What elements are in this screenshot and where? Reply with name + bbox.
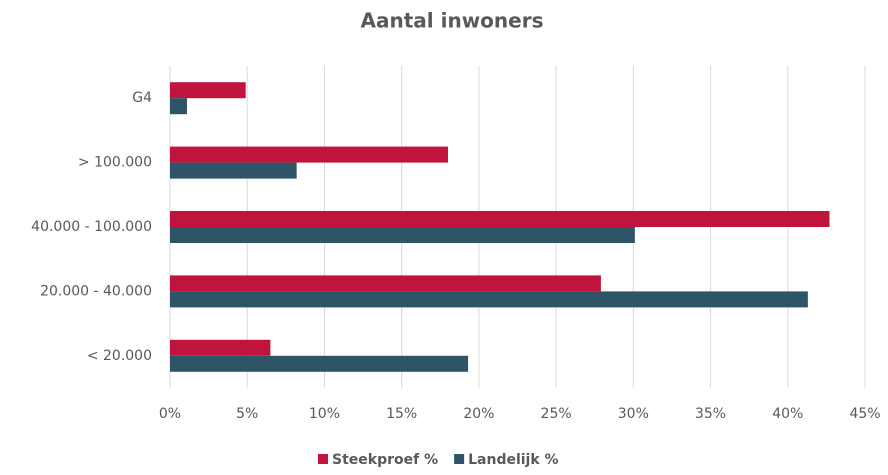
bar <box>170 82 246 99</box>
bar <box>170 162 297 179</box>
y-tick-label: G4 <box>132 90 152 106</box>
legend-label: Steekproef % <box>332 452 438 468</box>
bar <box>170 291 808 308</box>
x-tick-label: 35% <box>695 406 726 422</box>
x-tick-label: 15% <box>386 406 417 422</box>
x-tick-label: 25% <box>541 406 572 422</box>
x-tick-label: 40% <box>772 406 803 422</box>
y-tick-label: 40.000 - 100.000 <box>31 219 152 235</box>
bar <box>170 355 469 372</box>
x-tick-label: 30% <box>618 406 649 422</box>
bar <box>170 339 271 356</box>
bar <box>170 98 187 115</box>
chart-title: Aantal inwoners <box>361 9 544 33</box>
bar <box>170 227 635 243</box>
bar <box>170 146 448 163</box>
bar <box>170 211 830 227</box>
x-tick-label: 20% <box>463 406 494 422</box>
legend-swatch <box>318 454 328 464</box>
x-tick-label: 5% <box>236 406 258 422</box>
x-tick-label: 45% <box>849 406 880 422</box>
legend-label: Landelijk % <box>468 452 558 468</box>
x-tick-label: 0% <box>159 406 181 422</box>
x-tick-label: 10% <box>309 406 340 422</box>
bar <box>170 275 601 292</box>
y-tick-label: < 20.000 <box>87 348 152 364</box>
legend-swatch <box>454 454 465 464</box>
y-tick-label: 20.000 - 40.000 <box>40 283 152 299</box>
y-tick-label: > 100.000 <box>78 155 152 171</box>
